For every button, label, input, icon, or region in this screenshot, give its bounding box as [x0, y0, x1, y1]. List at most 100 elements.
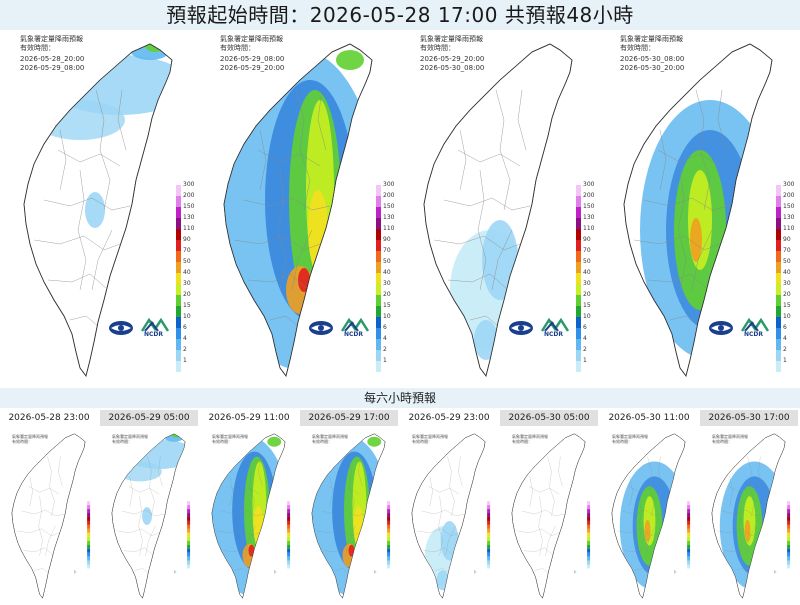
mini-legend-swatch	[487, 524, 491, 529]
county-border	[445, 525, 456, 556]
county-border	[647, 456, 655, 517]
legend-label: 300	[783, 181, 795, 188]
legend-entry: 1	[576, 357, 594, 372]
rain-cell	[348, 544, 355, 557]
county-border	[643, 197, 731, 211]
county-border	[457, 149, 521, 167]
legend-swatch	[576, 339, 581, 350]
mini-legend-swatch	[787, 536, 791, 541]
mini-legend-swatch	[587, 501, 591, 506]
rain-cell	[644, 519, 651, 542]
legend-swatch	[776, 207, 781, 218]
county-border	[534, 568, 549, 574]
six-hour-heading: 氣象署定量降雨預報 有效時間：	[12, 434, 48, 444]
six-hour-panel: 2026-05-28 23:00 氣象署定量降雨預報 有效時間：	[0, 410, 98, 605]
legend-entry: 4	[776, 335, 794, 350]
county-border	[57, 149, 121, 167]
mini-legend-swatch	[487, 520, 491, 525]
legend-entry: 30	[376, 280, 394, 295]
county-border	[247, 273, 307, 289]
mini-legend-swatch	[387, 540, 391, 545]
mini-legend-swatch	[387, 532, 391, 537]
panel-from: 2026-05-28_20:00	[20, 55, 85, 63]
legend-entry: 6	[776, 324, 794, 339]
legend-swatch	[776, 328, 781, 339]
page-title: 預報起始時間：2026-05-28 17:00 共預報48小時	[166, 3, 634, 27]
legend-swatch	[376, 361, 381, 372]
rain-cell	[744, 519, 751, 542]
legend-label: 70	[183, 247, 191, 254]
mini-legend-swatch	[187, 540, 191, 545]
legend-swatch	[776, 284, 781, 295]
legend-entry: 2	[176, 346, 194, 361]
mini-legend-swatch	[487, 560, 491, 565]
mini-legend-swatch	[687, 548, 691, 553]
county-border	[216, 528, 260, 536]
county-border	[77, 169, 87, 291]
mini-legend-swatch	[87, 513, 91, 517]
legend-swatch	[176, 317, 181, 328]
mini-legend-swatch	[387, 501, 391, 506]
legend-label: 6	[183, 324, 187, 331]
legend-entry: 1	[176, 357, 194, 372]
six-hour-heading: 氣象署定量降雨預報 有效時間：	[112, 434, 148, 444]
county-border	[428, 486, 460, 495]
six-hour-heading: 氣象署定量降雨預報 有效時間：	[412, 434, 448, 444]
six-hour-time: 2026-05-30 11:00	[608, 413, 690, 423]
legend-entry: 30	[176, 280, 194, 295]
county-border	[621, 509, 665, 517]
island	[74, 570, 77, 574]
six-hour-panel: 2026-05-29 11:00 氣象署定量降雨預報 有效時間：	[200, 410, 298, 605]
mini-legend-swatch	[587, 524, 591, 529]
mini-legend-swatch	[787, 524, 791, 529]
mini-legend-swatch	[687, 516, 691, 521]
legend-label: 4	[383, 335, 387, 342]
legend-swatch	[376, 229, 381, 240]
ncdr-text: NCDR	[544, 331, 564, 338]
mini-legend-swatch	[187, 564, 191, 569]
county-border	[528, 486, 560, 495]
legend-entry: 40	[176, 269, 194, 284]
six-hour-heading: 氣象署定量降雨預報 有效時間：	[712, 434, 748, 444]
legend-entry: 40	[576, 269, 594, 284]
mini-legend-swatch	[787, 548, 791, 553]
legend-entry: 1	[776, 357, 794, 372]
mini-legend-swatch	[287, 524, 291, 529]
legend-swatch	[176, 218, 181, 229]
panel-sub: 有效時間：	[20, 44, 55, 52]
island	[374, 570, 377, 574]
legend-swatch	[376, 207, 381, 218]
legend-swatch	[176, 262, 181, 273]
legend-swatch	[576, 207, 581, 218]
rain-cell	[440, 520, 459, 561]
rain-cell	[35, 100, 125, 140]
legend-entry: 2	[376, 346, 394, 361]
mini-legend-swatch	[587, 540, 591, 545]
rain-cell	[367, 436, 382, 447]
legend-swatch	[176, 229, 181, 240]
county-border	[657, 149, 721, 167]
county-border	[21, 509, 65, 517]
county-border	[43, 197, 131, 211]
legend-swatch	[576, 284, 581, 295]
legend-swatch	[776, 306, 781, 317]
ncdr-logo: NCDR	[340, 317, 370, 339]
legend-2: 300 200 150 130 110 90 70 50 40 30 20 15 10 6 4 2 1	[376, 181, 394, 372]
legend-label: 150	[183, 203, 195, 210]
mini-legend-swatch	[787, 556, 791, 561]
county-border	[116, 528, 160, 536]
legend-entry: 200	[576, 192, 594, 207]
legend-entry: 150	[376, 203, 394, 218]
county-border	[269, 315, 299, 327]
six-hour-time: 2026-05-30 05:00	[500, 410, 598, 426]
legend-label: 50	[383, 258, 391, 265]
mini-legend-swatch	[387, 536, 391, 541]
legend-label: 15	[783, 302, 791, 309]
mini-legend-swatch	[87, 528, 91, 533]
legend-label: 110	[583, 225, 595, 232]
rain-cell	[142, 507, 152, 525]
mini-legend-swatch	[587, 560, 591, 565]
legend-swatch	[776, 229, 781, 240]
taiwan-outline	[411, 433, 486, 599]
county-border	[423, 547, 453, 555]
